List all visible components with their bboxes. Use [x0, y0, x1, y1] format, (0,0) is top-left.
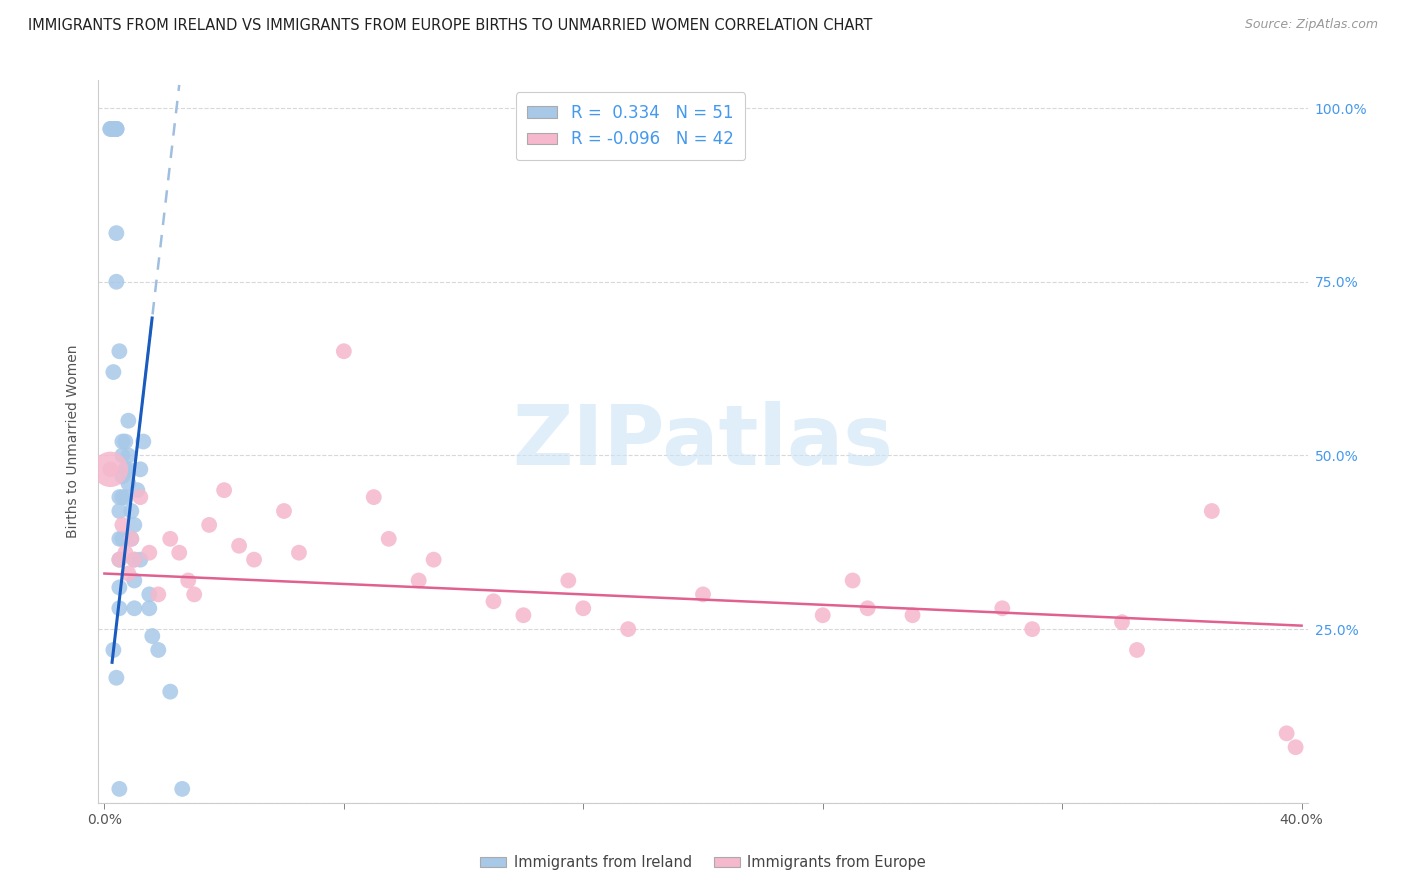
Point: [1111, 615, 1133, 630]
Point: [105, 122, 128, 136]
Point: [333, 344, 356, 359]
Point: [111, 490, 134, 504]
Point: [141, 629, 163, 643]
Point: [124, 517, 146, 532]
Point: [811, 608, 834, 623]
Point: [557, 574, 579, 588]
Legend: R =  0.334   N = 51, R = -0.096   N = 42: R = 0.334 N = 51, R = -0.096 N = 42: [516, 92, 745, 160]
Point: [124, 601, 146, 615]
Point: [114, 546, 136, 560]
Point: [108, 781, 131, 796]
Point: [105, 275, 128, 289]
Point: [212, 483, 235, 498]
Point: [117, 462, 139, 476]
Point: [114, 434, 136, 449]
Point: [105, 122, 128, 136]
Point: [120, 532, 142, 546]
Point: [103, 365, 125, 379]
Point: [124, 552, 146, 566]
Point: [363, 490, 385, 504]
Point: [108, 504, 131, 518]
Point: [100, 462, 122, 476]
Point: [572, 601, 595, 615]
Point: [1126, 643, 1149, 657]
Point: [138, 601, 160, 615]
Point: [422, 552, 444, 566]
Point: [148, 587, 170, 601]
Point: [103, 643, 125, 657]
Point: [172, 781, 194, 796]
Point: [105, 671, 128, 685]
Point: [111, 469, 134, 483]
Point: [108, 581, 131, 595]
Point: [105, 122, 128, 136]
Point: [108, 490, 131, 504]
Point: [177, 574, 200, 588]
Point: [138, 546, 160, 560]
Point: [148, 643, 170, 657]
Point: [167, 546, 190, 560]
Point: [100, 122, 122, 136]
Point: [288, 546, 311, 560]
Y-axis label: Births to Unmarried Women: Births to Unmarried Women: [66, 345, 80, 538]
Point: [120, 504, 142, 518]
Point: [408, 574, 430, 588]
Point: [100, 122, 122, 136]
Point: [512, 608, 534, 623]
Point: [100, 462, 122, 476]
Point: [901, 608, 924, 623]
Point: [117, 566, 139, 581]
Point: [108, 552, 131, 566]
Point: [138, 587, 160, 601]
Point: [111, 434, 134, 449]
Point: [159, 684, 181, 698]
Point: [117, 449, 139, 463]
Point: [124, 552, 146, 566]
Point: [108, 344, 131, 359]
Legend: Immigrants from Ireland, Immigrants from Europe: Immigrants from Ireland, Immigrants from…: [474, 849, 932, 876]
Point: [1201, 504, 1223, 518]
Point: [273, 504, 295, 518]
Point: [198, 517, 221, 532]
Point: [183, 587, 205, 601]
Point: [1284, 740, 1306, 755]
Point: [129, 552, 152, 566]
Point: [1021, 622, 1043, 636]
Point: [617, 622, 640, 636]
Text: IMMIGRANTS FROM IRELAND VS IMMIGRANTS FROM EUROPE BIRTHS TO UNMARRIED WOMEN CORR: IMMIGRANTS FROM IRELAND VS IMMIGRANTS FR…: [28, 18, 873, 33]
Point: [105, 226, 128, 240]
Point: [129, 490, 152, 504]
Point: [856, 601, 879, 615]
Point: [108, 552, 131, 566]
Point: [159, 532, 181, 546]
Point: [117, 476, 139, 491]
Point: [103, 122, 125, 136]
Point: [991, 601, 1014, 615]
Point: [111, 449, 134, 463]
Text: Source: ZipAtlas.com: Source: ZipAtlas.com: [1244, 18, 1378, 31]
Point: [108, 601, 131, 615]
Point: [114, 462, 136, 476]
Point: [114, 490, 136, 504]
Point: [243, 552, 266, 566]
Point: [105, 122, 128, 136]
Point: [111, 517, 134, 532]
Point: [482, 594, 505, 608]
Point: [111, 532, 134, 546]
Text: ZIPatlas: ZIPatlas: [513, 401, 893, 482]
Point: [377, 532, 399, 546]
Point: [132, 434, 155, 449]
Point: [129, 462, 152, 476]
Point: [228, 539, 250, 553]
Point: [103, 122, 125, 136]
Point: [127, 483, 149, 498]
Point: [117, 414, 139, 428]
Point: [108, 532, 131, 546]
Point: [120, 532, 142, 546]
Point: [124, 574, 146, 588]
Point: [841, 574, 863, 588]
Point: [1275, 726, 1298, 740]
Point: [692, 587, 714, 601]
Point: [103, 122, 125, 136]
